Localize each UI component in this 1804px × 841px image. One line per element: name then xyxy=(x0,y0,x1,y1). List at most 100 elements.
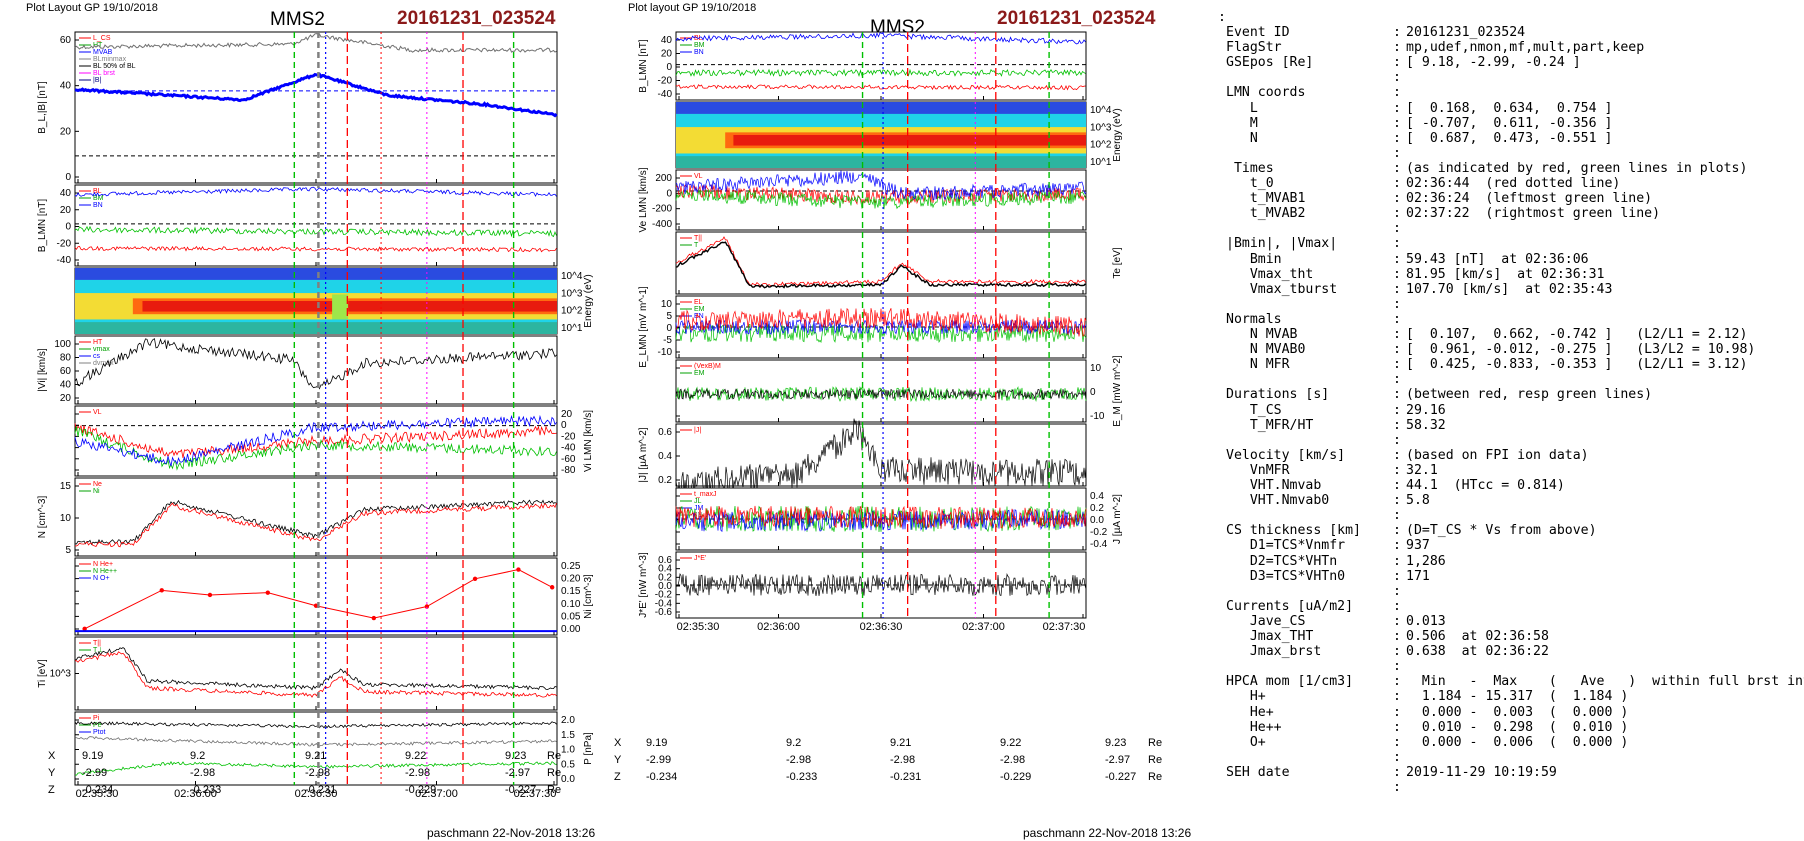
legend-entry: T⊥ xyxy=(93,647,103,654)
summary-row: H+: 1.184 - 15.317 ( 1.184 ) xyxy=(1218,689,1798,704)
y-tick-label: 10 xyxy=(1090,363,1102,374)
position-value: -2.97 xyxy=(1105,754,1131,766)
summary-colon: : xyxy=(1393,644,1401,660)
summary-label: He+ xyxy=(1226,704,1274,720)
summary-value: 02:36:24 (leftmost green line) xyxy=(1406,191,1653,207)
y-tick-label: 20 xyxy=(60,205,72,216)
y-tick-label: 0.6 xyxy=(658,427,672,438)
position-unit: Re xyxy=(547,750,562,762)
y-tick-label: 60 xyxy=(60,35,72,46)
y-tick-label: -40 xyxy=(57,255,72,266)
summary-value: 0.638 at 02:36:22 xyxy=(1406,644,1549,660)
summary-colon: : xyxy=(1393,689,1401,705)
position-unit: Re xyxy=(1148,771,1163,783)
summary-value: (between red, resp green lines) xyxy=(1406,387,1653,403)
mid-layout-title: Plot layout GP 19/10/2018 xyxy=(628,2,757,14)
legend-entry: BLminmax xyxy=(93,56,127,63)
spectrogram-bottom-band xyxy=(676,156,1086,168)
y-axis-label: Ti [eV] xyxy=(37,659,48,688)
position-value: -0.229 xyxy=(405,784,437,796)
panel-frame xyxy=(74,335,558,405)
summary-row: : xyxy=(1218,372,1798,387)
position-value: -2.98 xyxy=(305,767,331,779)
legend-entry: BL 50% of BL xyxy=(93,63,136,70)
summary-colon: : xyxy=(1393,719,1401,735)
legend-entry: T|| xyxy=(694,235,702,242)
y-tick-label: 0 xyxy=(561,420,567,431)
summary-row: : xyxy=(1218,780,1798,795)
summary-row: T_CS:29.16 xyxy=(1218,403,1798,418)
summary-value: [ 9.18, -2.99, -0.24 ] xyxy=(1406,55,1581,71)
summary-colon: : xyxy=(1393,583,1401,599)
summary-label: Durations [s] xyxy=(1226,387,1330,403)
time-tick-label: 02:35:30 xyxy=(677,621,720,633)
summary-label: H+ xyxy=(1226,689,1266,705)
panel-te: Te [eV] T||T xyxy=(675,231,1123,295)
position-unit: Re xyxy=(1148,754,1163,766)
y-tick-label: 10^1 xyxy=(561,323,583,334)
y-axis-label: E_M [mW m^-2] xyxy=(1112,355,1123,427)
y-axis-label: B_LMN [nT] xyxy=(37,199,48,253)
left-spacecraft-label: MMS2 xyxy=(270,9,325,30)
y-tick-label: 10^3 xyxy=(561,288,583,299)
summary-row: Velocity [km/s]: (based on FPI ion data) xyxy=(1218,448,1798,463)
y-tick-label: 60 xyxy=(60,366,72,377)
summary-row: VHT.Nmvab:44.1 (HTcc = 0.814) xyxy=(1218,478,1798,493)
position-value: 9.22 xyxy=(1000,737,1022,749)
time-tick-label: 02:36:00 xyxy=(757,621,800,633)
y-tick-label: 10^1 xyxy=(1090,157,1112,168)
position-value: -0.233 xyxy=(190,784,222,796)
time-tick-label: 02:37:00 xyxy=(962,621,1005,633)
time-tick-label: 02:36:30 xyxy=(295,788,338,800)
legend-entry: EM xyxy=(694,370,705,377)
summary-value: [ 0.425, -0.833, -0.353 ] (L2/L1 = 3.12) xyxy=(1406,357,1748,373)
summary-label: N xyxy=(1226,130,1258,146)
summary-label: VHT.Nmvab0 xyxy=(1226,493,1330,509)
summary-colon: : xyxy=(1393,115,1401,131)
summary-label: HPCA mom [1/cm3] xyxy=(1226,674,1354,690)
summary-colon: : xyxy=(1393,462,1401,478)
summary-value: 02:36:44 (red dotted line) xyxy=(1406,176,1621,191)
y-tick-label: 15 xyxy=(60,481,72,492)
legend-entry: cs xyxy=(93,353,101,360)
mid-position-table: X 9.19 9.2 9.21 9.22 9.23 Re Y -2.99 -2.98 -2.98 -2… xyxy=(600,737,1200,797)
y-tick-label: 40 xyxy=(60,81,72,92)
summary-row: D3=TCS*VHTn0:171 xyxy=(1218,569,1798,584)
summary-label: T_CS xyxy=(1226,402,1282,418)
spectrogram-bottom-band xyxy=(75,322,557,334)
position-value: -2.99 xyxy=(646,754,672,766)
summary-row: Currents [uA/m2]: xyxy=(1218,599,1798,614)
y-tick-label: 0 xyxy=(666,188,672,199)
summary-value: 5.8 xyxy=(1406,493,1430,509)
legend-entry: JL xyxy=(694,498,702,505)
left-footer: paschmann 22-Nov-2018 13:26 xyxy=(427,826,596,840)
summary-label: Jmax_brst xyxy=(1226,644,1322,660)
position-value: 9.21 xyxy=(890,737,912,749)
summary-row: T_MFR/HT:58.32 xyxy=(1218,418,1798,433)
summary-label: CS thickness [km] xyxy=(1226,523,1361,539)
summary-label: N MVAB0 xyxy=(1226,342,1306,358)
y-tick-label: 0 xyxy=(65,222,71,233)
y-tick-label: -10 xyxy=(1090,411,1105,422)
summary-row: GSEpos [Re]: [ 9.18, -2.99, -0.24 ] xyxy=(1218,55,1798,70)
legend-entry: T xyxy=(694,242,699,249)
position-value: -2.98 xyxy=(890,754,916,766)
summary-colon: : xyxy=(1393,493,1401,509)
summary-label: Velocity [km/s] xyxy=(1226,447,1346,463)
summary-colon: : xyxy=(1393,417,1401,433)
summary-colon: : xyxy=(1393,70,1401,86)
y-tick-label: 1.0 xyxy=(561,745,575,756)
panel-frame xyxy=(74,557,558,636)
time-tick-label: 02:36:00 xyxy=(174,788,217,800)
summary-row: LMN coords: xyxy=(1218,85,1798,100)
vexb-line xyxy=(675,387,1087,401)
summary-row: Bmin:59.43 [nT] at 02:36:06 xyxy=(1218,252,1798,267)
jl-line xyxy=(675,505,1087,529)
y-tick-label: -400 xyxy=(652,219,672,230)
summary-colon: : xyxy=(1393,432,1401,448)
position-value: 9.2 xyxy=(190,750,206,762)
summary-label: T_MFR/HT xyxy=(1226,417,1314,433)
